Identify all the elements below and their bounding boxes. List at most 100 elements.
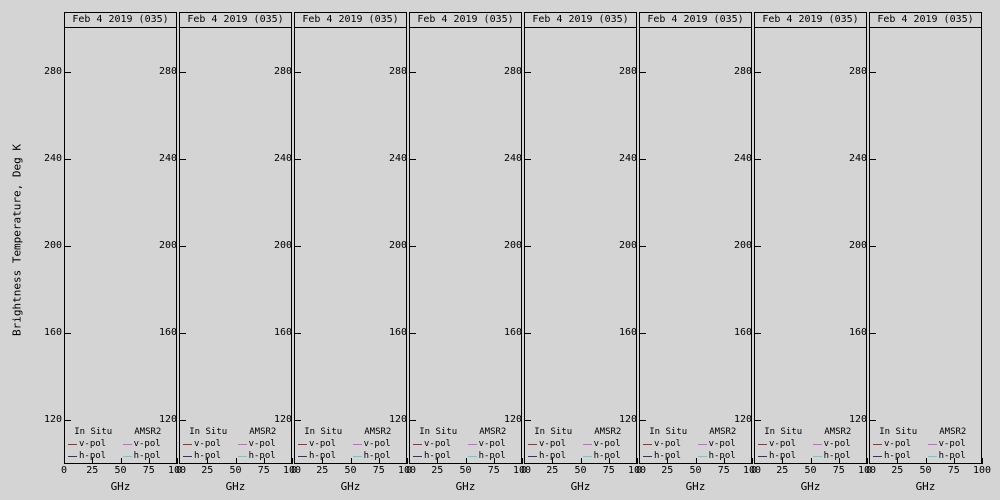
insitu-vpol-line-swatch: [643, 443, 652, 445]
legend-column-insitu: In Situ v-pol h-pol: [297, 426, 349, 462]
y-tick-label: 240: [158, 152, 187, 164]
insitu-hpol-line-swatch: [68, 455, 77, 457]
x-tick-label: 75: [487, 458, 500, 476]
x-tick-label: 75: [142, 458, 155, 476]
legend-header-amsr2: AMSR2: [134, 427, 162, 437]
x-axis-ticks: 0 25 50 75 100: [61, 458, 186, 478]
panel-title: Feb 4 2019 (035): [65, 13, 176, 28]
amsr2-hpol-line-swatch: [812, 455, 822, 457]
amsr2-hpol-line-swatch: [467, 455, 477, 457]
legend-column-amsr2: AMSR2 v-pol h-pol: [467, 426, 519, 462]
plot-area: 280 240 200 160 120 In Situ v-pol: [619, 28, 751, 463]
y-tick-label: 280: [503, 65, 532, 77]
subplot-panel: Feb 4 2019 (035) 280 240 200 160 120 In …: [619, 12, 761, 493]
subplot-frame: Feb 4 2019 (035) 280 240 200 160 120 In …: [44, 12, 177, 464]
legend-item-amsr2-vpol: v-pol: [582, 438, 634, 450]
insitu-vpol-line-swatch: [413, 443, 422, 445]
legend: In Situ v-pol h-pol AMSR2: [67, 426, 174, 462]
legend-column-amsr2: AMSR2 v-pol h-pol: [697, 426, 749, 462]
y-tick-label: 280: [733, 65, 762, 77]
insitu-vpol-line-swatch: [528, 443, 537, 445]
x-tick-label: 100: [627, 458, 647, 476]
insitu-vpol-line-swatch: [183, 443, 192, 445]
legend-item-amsr2-vpol: v-pol: [467, 438, 519, 450]
y-tick-label: 240: [618, 152, 647, 164]
amsr2-hpol-line-swatch: [697, 455, 707, 457]
x-tick-label: 25: [316, 458, 329, 476]
plot-area: 280 240 200 160 120 In Situ v-pol: [274, 28, 406, 463]
legend-column-amsr2: AMSR2 v-pol h-pol: [812, 426, 864, 462]
legend-header-amsr2: AMSR2: [594, 427, 622, 437]
legend: In Situ v-pol h-pol AMSR2: [757, 426, 864, 462]
legend-header-amsr2: AMSR2: [709, 427, 737, 437]
insitu-hpol-line-swatch: [413, 455, 422, 457]
plot-area: 280 240 200 160 120 In Situ v-pol: [849, 28, 981, 463]
legend-label-vpol: v-pol: [363, 439, 391, 449]
x-tick-label: 50: [574, 458, 587, 476]
amsr2-hpol-line-swatch: [927, 455, 937, 457]
y-tick-label: 280: [43, 65, 72, 77]
legend-header-amsr2: AMSR2: [939, 427, 967, 437]
legend-label-hpol: h-pol: [363, 451, 391, 461]
subplot-frame: Feb 4 2019 (035) 280 240 200 160 120 In …: [159, 12, 292, 464]
x-tick-label: 50: [804, 458, 817, 476]
insitu-hpol-line-swatch: [643, 455, 652, 457]
y-tick-label: 240: [273, 152, 302, 164]
y-tick-label: 280: [273, 65, 302, 77]
legend-item-insitu-hpol: h-pol: [642, 450, 694, 462]
legend-item-amsr2-vpol: v-pol: [697, 438, 749, 450]
y-tick-label: 120: [388, 413, 417, 425]
x-axis-ticks: 0 25 50 75 100: [175, 458, 301, 478]
legend-item-amsr2-vpol: v-pol: [122, 438, 174, 450]
y-tick-label: 160: [733, 326, 762, 338]
legend-label-hpol: h-pol: [309, 451, 337, 461]
x-axis-ticks: 0 25 50 75 100: [751, 458, 876, 478]
amsr2-vpol-line-swatch: [697, 443, 707, 445]
legend-header-insitu: In Situ: [764, 427, 803, 437]
x-tick-label: 0: [175, 458, 183, 476]
y-tick-label: 160: [503, 326, 532, 338]
y-tick-label: 240: [388, 152, 417, 164]
x-axis-ticks: 0 25 50 75 100: [521, 458, 646, 478]
insitu-hpol-line-swatch: [183, 455, 192, 457]
insitu-hpol-line-swatch: [298, 455, 307, 457]
legend-item-amsr2-hpol: h-pol: [582, 450, 634, 462]
legend-label-vpol: v-pol: [708, 439, 736, 449]
panels-container: Feb 4 2019 (035) 280 240 200 160 120 In …: [44, 12, 991, 493]
subplot-panel: Feb 4 2019 (035) 280 240 200 160 120 In …: [849, 12, 991, 493]
y-tick-label: 160: [388, 326, 417, 338]
x-tick-label: 100: [972, 458, 992, 476]
y-tick-label: 160: [273, 326, 302, 338]
legend-label-vpol: v-pol: [593, 439, 621, 449]
x-tick-label: 0: [635, 458, 643, 476]
plot-area: 280 240 200 160 120 In Situ v-pol: [389, 28, 521, 463]
x-tick-label: 75: [602, 458, 615, 476]
legend-column-amsr2: AMSR2 v-pol h-pol: [582, 426, 634, 462]
legend-label-vpol: v-pol: [823, 439, 851, 449]
legend-label-hpol: h-pol: [654, 451, 682, 461]
legend-item-amsr2-hpol: h-pol: [467, 450, 519, 462]
legend-item-insitu-vpol: v-pol: [872, 438, 924, 450]
legend-item-insitu-vpol: v-pol: [297, 438, 349, 450]
legend-item-amsr2-vpol: v-pol: [812, 438, 864, 450]
insitu-vpol-line-swatch: [298, 443, 307, 445]
subplot-panel: Feb 4 2019 (035) 280 240 200 160 120 In …: [274, 12, 416, 493]
legend-item-insitu-vpol: v-pol: [412, 438, 464, 450]
x-axis-ticks: 0 25 50 75 100: [866, 458, 991, 478]
legend-header-insitu: In Situ: [649, 427, 688, 437]
legend-column-amsr2: AMSR2 v-pol h-pol: [352, 426, 404, 462]
legend: In Situ v-pol h-pol AMSR2: [412, 426, 519, 462]
y-tick-label: 280: [848, 65, 877, 77]
x-axis-title: GHz: [110, 480, 131, 493]
x-tick-label: 100: [512, 458, 532, 476]
insitu-vpol-line-swatch: [758, 443, 767, 445]
subplot-frame: Feb 4 2019 (035) 280 240 200 160 120 In …: [504, 12, 637, 464]
x-axis-title: GHz: [800, 480, 821, 493]
y-tick-label: 280: [618, 65, 647, 77]
legend: In Situ v-pol h-pol AMSR2: [527, 426, 634, 462]
x-tick-label: 50: [229, 458, 242, 476]
legend-column-insitu: In Situ v-pol h-pol: [642, 426, 694, 462]
legend-label-vpol: v-pol: [424, 439, 452, 449]
subplot-frame: Feb 4 2019 (035) 280 240 200 160 120 In …: [389, 12, 522, 464]
